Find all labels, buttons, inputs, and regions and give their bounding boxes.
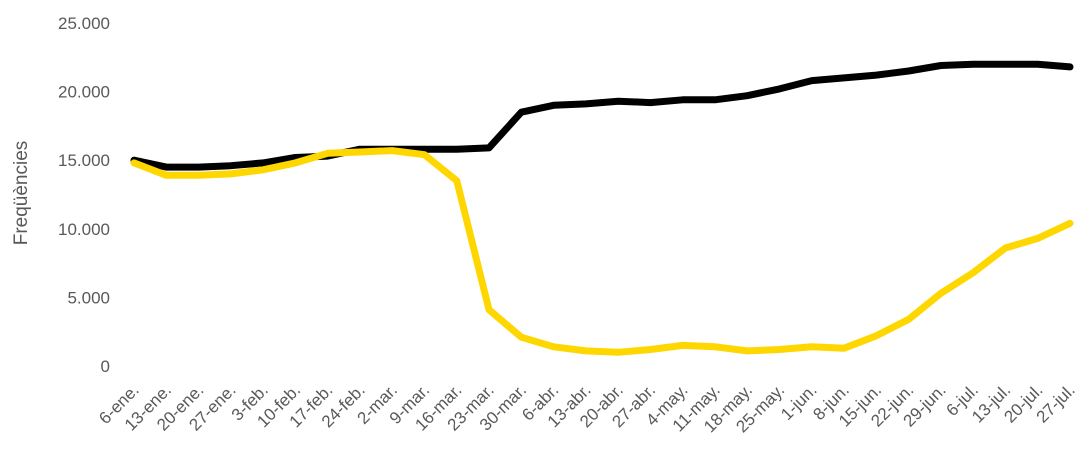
y-tick-label: 0	[101, 357, 110, 376]
y-tick-label: 5.000	[67, 288, 110, 307]
series-line-2	[130, 147, 1074, 356]
series-layer	[130, 60, 1074, 356]
series-line-1	[130, 60, 1074, 171]
y-axis-ticks: 0 5.000 10.000 15.000 20.000 25.000	[58, 14, 110, 376]
y-tick-label: 20.000	[58, 83, 110, 102]
y-tick-label: 15.000	[58, 151, 110, 170]
y-tick-label: 25.000	[58, 14, 110, 33]
y-tick-label: 10.000	[58, 220, 110, 239]
x-tick-label: 1-jun.	[777, 380, 821, 424]
x-axis-ticks: 6-ene.13-ene.20-ene.27-ene.3-feb.10-feb.…	[95, 380, 1076, 436]
y-axis-title: Freqüències	[11, 141, 32, 246]
